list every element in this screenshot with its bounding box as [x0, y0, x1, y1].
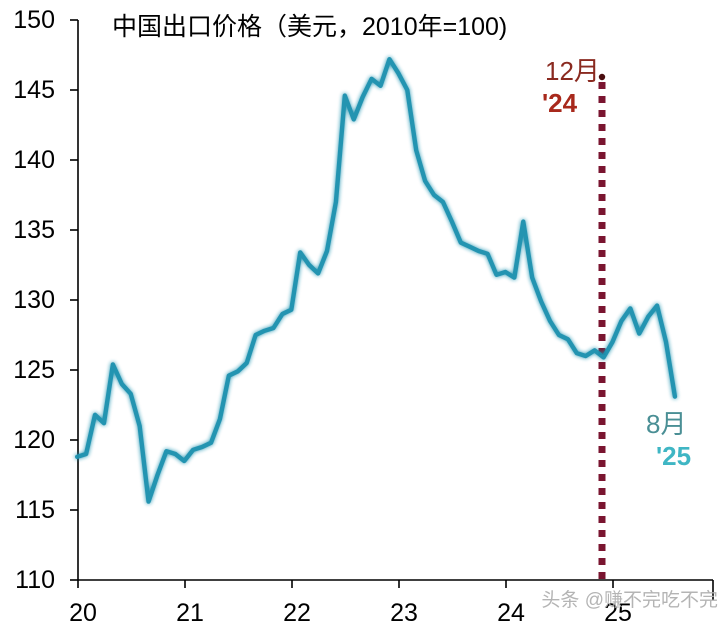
- svg-text:120: 120: [13, 426, 55, 454]
- svg-text:'24: '24: [542, 88, 578, 118]
- svg-text:头条 @赚不完吃不完: 头条 @赚不完吃不完: [541, 589, 718, 611]
- svg-text:20: 20: [69, 599, 97, 627]
- svg-text:110: 110: [15, 566, 55, 594]
- svg-text:24: 24: [497, 599, 525, 627]
- svg-text:150: 150: [13, 6, 55, 34]
- svg-text:'25: '25: [656, 441, 691, 471]
- svg-text:12月: 12月: [545, 56, 600, 86]
- svg-text:140: 140: [13, 146, 55, 174]
- svg-text:130: 130: [13, 286, 55, 314]
- svg-text:125: 125: [13, 356, 55, 384]
- svg-text:21: 21: [176, 599, 204, 627]
- svg-text:23: 23: [390, 599, 418, 627]
- svg-text:145: 145: [13, 76, 55, 104]
- svg-text:22: 22: [283, 599, 311, 627]
- svg-text:115: 115: [15, 496, 55, 524]
- svg-text:中国出口价格（美元，2010年=100): 中国出口价格（美元，2010年=100): [112, 13, 507, 41]
- svg-text:135: 135: [13, 216, 55, 244]
- svg-text:8月: 8月: [646, 409, 686, 439]
